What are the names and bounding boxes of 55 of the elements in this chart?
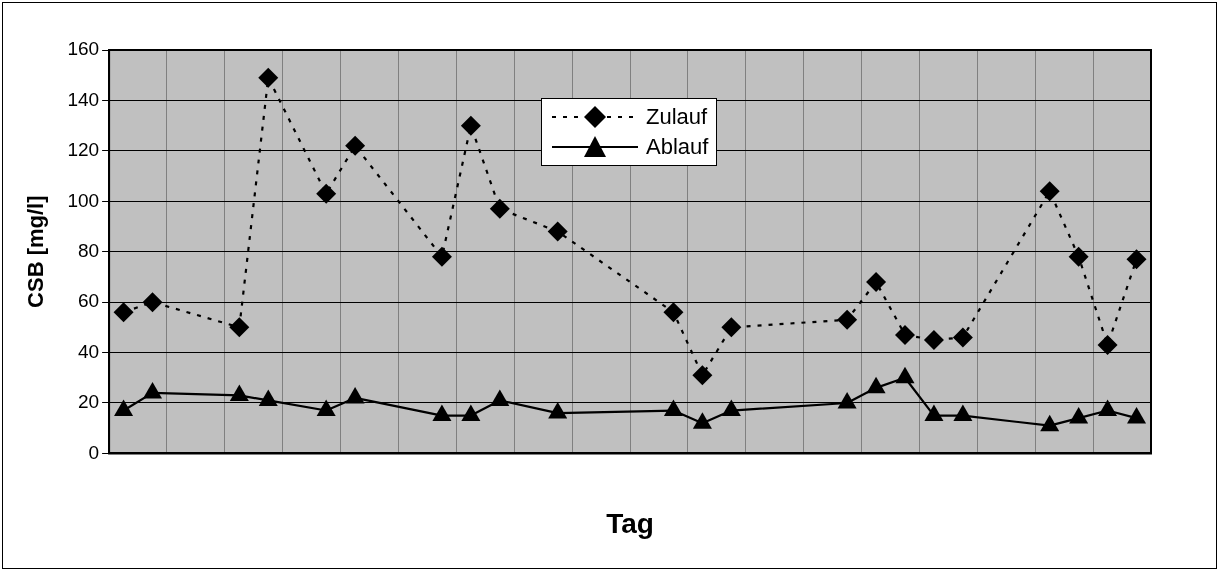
point bbox=[431, 246, 452, 267]
point bbox=[113, 302, 134, 323]
point bbox=[1069, 407, 1089, 424]
point bbox=[895, 366, 915, 384]
point bbox=[1040, 414, 1060, 432]
point bbox=[837, 309, 858, 330]
y-tick-label: 0 bbox=[88, 441, 100, 463]
point bbox=[229, 317, 250, 338]
point bbox=[142, 292, 163, 313]
y-tick-label: 80 bbox=[77, 239, 100, 261]
point bbox=[345, 135, 366, 156]
point bbox=[895, 324, 915, 345]
y-tick-label: 60 bbox=[77, 290, 100, 312]
point bbox=[461, 404, 481, 422]
point bbox=[316, 399, 336, 417]
point bbox=[490, 389, 510, 406]
point bbox=[924, 404, 944, 422]
point bbox=[114, 399, 134, 417]
point bbox=[258, 389, 278, 406]
point bbox=[923, 329, 944, 350]
point bbox=[1126, 249, 1147, 270]
point bbox=[1127, 407, 1147, 424]
point bbox=[1039, 181, 1060, 202]
point bbox=[547, 221, 568, 242]
point bbox=[460, 115, 481, 136]
point bbox=[721, 399, 741, 417]
legend-label: Zulauf bbox=[646, 104, 708, 130]
point bbox=[1068, 246, 1089, 267]
point bbox=[1097, 334, 1118, 355]
point bbox=[866, 376, 886, 394]
y-tick-label: 100 bbox=[67, 189, 100, 211]
y-tick-label: 120 bbox=[67, 139, 100, 161]
point bbox=[489, 198, 510, 219]
point bbox=[663, 399, 683, 417]
y-axis-title: CSB [mg/l] bbox=[23, 195, 49, 308]
point bbox=[229, 384, 249, 401]
point bbox=[316, 183, 337, 204]
point bbox=[952, 327, 973, 348]
point bbox=[1098, 399, 1118, 417]
point bbox=[837, 391, 857, 409]
point bbox=[345, 386, 365, 404]
point bbox=[866, 271, 887, 292]
point bbox=[142, 381, 163, 399]
point bbox=[663, 302, 684, 323]
y-tick-label: 140 bbox=[67, 88, 100, 110]
point bbox=[432, 404, 452, 422]
point bbox=[548, 402, 568, 419]
point bbox=[953, 404, 973, 422]
legend-label: Ablauf bbox=[646, 134, 709, 160]
point bbox=[692, 412, 712, 429]
y-tick-label: 40 bbox=[77, 340, 100, 362]
y-tick-label: 160 bbox=[67, 38, 100, 60]
y-tick-label: 20 bbox=[77, 391, 100, 413]
x-axis-title: Tag bbox=[606, 507, 654, 539]
point bbox=[721, 317, 742, 338]
